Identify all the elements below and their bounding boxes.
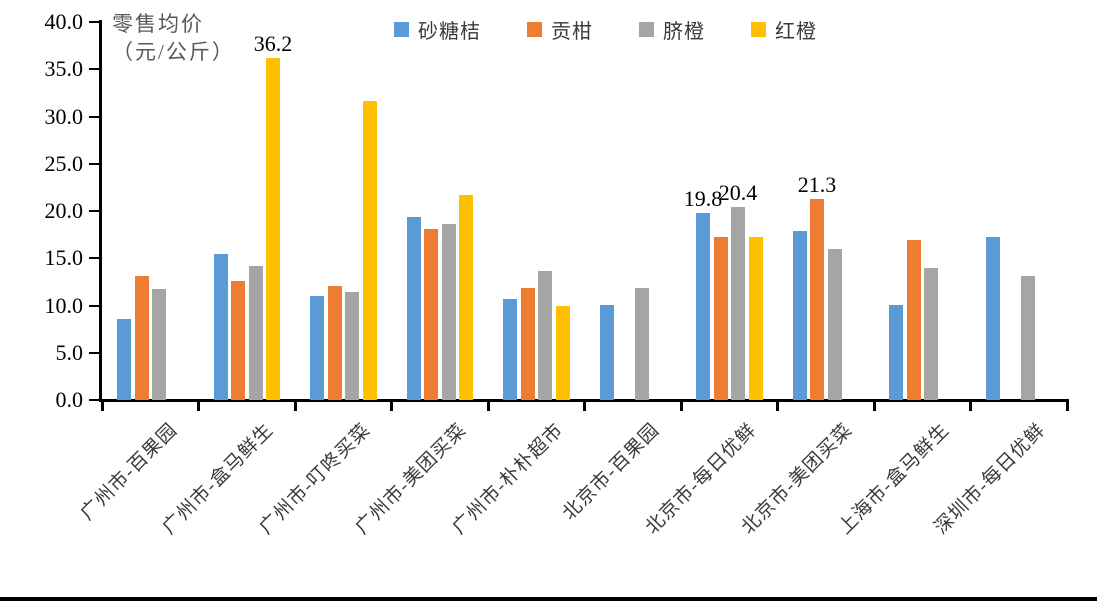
bar xyxy=(713,237,728,400)
legend-item: 贡柑 xyxy=(527,15,593,44)
bar xyxy=(134,276,149,400)
bar xyxy=(152,289,166,400)
bar xyxy=(731,207,745,400)
y-tick xyxy=(89,304,99,307)
y-axis-title-line1: 零售均价 xyxy=(112,12,204,36)
bar xyxy=(827,248,842,400)
bar xyxy=(1020,276,1035,400)
x-tick xyxy=(1065,399,1069,411)
x-tick xyxy=(486,399,490,411)
bar xyxy=(441,224,456,400)
x-tick xyxy=(679,399,683,411)
y-tick xyxy=(89,351,99,354)
bar xyxy=(117,318,131,400)
legend-label: 砂糖桔 xyxy=(418,21,481,43)
y-tick xyxy=(89,68,99,71)
bar xyxy=(985,237,1000,400)
bar xyxy=(503,298,517,400)
bar xyxy=(327,285,342,400)
x-tick xyxy=(583,399,586,411)
y-tick xyxy=(89,210,99,212)
legend: 砂糖桔 贡柑 脐橙 红橙 xyxy=(394,15,817,44)
bar xyxy=(459,194,473,400)
data-label: 36.2 xyxy=(253,30,293,56)
y-tick xyxy=(89,162,99,165)
y-tick xyxy=(89,21,99,23)
bottom-divider xyxy=(0,597,1097,601)
y-tick-label: 35.0 xyxy=(44,56,84,82)
y-tick xyxy=(89,399,99,401)
bar xyxy=(362,101,377,400)
bar xyxy=(345,292,359,400)
y-tick-label: 10.0 xyxy=(44,292,84,318)
bar xyxy=(906,240,921,400)
bar xyxy=(520,287,535,400)
y-axis-title-line2: （元/公斤） xyxy=(112,40,235,64)
legend-item: 脐橙 xyxy=(639,15,705,44)
bar xyxy=(748,236,763,400)
legend-label: 脐橙 xyxy=(663,21,705,43)
x-tick xyxy=(390,399,393,411)
y-axis-title: 零售均价 （元/公斤） xyxy=(112,10,235,66)
legend-label: 贡柑 xyxy=(551,21,593,43)
y-tick xyxy=(89,115,99,118)
y-tick-label: 30.0 xyxy=(44,103,84,129)
bar xyxy=(266,57,280,400)
x-tick xyxy=(776,399,779,411)
x-tick xyxy=(969,399,972,411)
bar xyxy=(696,212,710,400)
y-tick-label: 20.0 xyxy=(44,198,84,223)
bar xyxy=(424,228,438,400)
data-label: 19.8 xyxy=(683,185,723,211)
bar xyxy=(248,265,263,400)
bar xyxy=(406,216,421,400)
bar xyxy=(599,304,614,400)
x-tick xyxy=(197,399,200,411)
bar xyxy=(792,230,807,400)
data-label: 21.3 xyxy=(797,171,837,197)
y-axis-line xyxy=(99,20,102,402)
y-tick-label: 15.0 xyxy=(44,245,84,271)
bar xyxy=(310,296,324,400)
y-tick-label: 25.0 xyxy=(44,150,84,176)
y-tick xyxy=(89,257,99,260)
legend-swatch xyxy=(527,22,542,37)
bar xyxy=(555,306,570,400)
data-label: 20.4 xyxy=(718,180,758,206)
legend-item: 红橙 xyxy=(751,15,817,44)
bar xyxy=(810,198,824,400)
legend-swatch xyxy=(639,22,654,37)
y-tick-label: 5.0 xyxy=(55,339,84,365)
y-tick-label: 0.0 xyxy=(55,387,84,412)
legend-item: 砂糖桔 xyxy=(394,15,481,44)
legend-label: 红橙 xyxy=(775,21,817,43)
legend-swatch xyxy=(394,22,409,37)
legend-swatch xyxy=(751,22,766,37)
y-tick-label: 40.0 xyxy=(44,9,84,34)
bar xyxy=(634,287,649,400)
bar xyxy=(538,270,552,400)
x-tick xyxy=(872,399,876,411)
bar xyxy=(889,304,903,400)
x-tick xyxy=(293,399,297,411)
bar xyxy=(231,280,245,400)
bar xyxy=(924,267,938,400)
bar xyxy=(213,253,228,400)
x-tick xyxy=(100,399,104,411)
